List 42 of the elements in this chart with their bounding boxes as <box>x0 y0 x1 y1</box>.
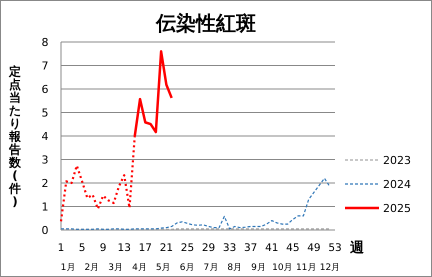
text: 4月 <box>132 263 147 273</box>
x-tick-label: 21 <box>160 242 174 254</box>
y-tick-label: 6 <box>42 83 48 96</box>
y-tick-label: 1 <box>42 200 48 214</box>
text: 6月 <box>180 263 194 273</box>
x-tick-label: 37 <box>244 242 258 254</box>
x-tick-label: 9 <box>100 242 106 254</box>
chart-title: 伝染性紅斑 <box>155 11 256 35</box>
y-tick-label: 5 <box>42 106 48 120</box>
y-tick-label: 3 <box>42 154 48 166</box>
y-tick-label: 2 <box>42 177 48 190</box>
text: 11月 <box>296 263 316 273</box>
legend-label: 2024 <box>383 178 411 191</box>
y-tick-label: 7 <box>42 60 48 72</box>
y-tick-label: 8 <box>42 36 48 49</box>
x-tick-label: 13 <box>118 242 131 254</box>
text: 1月 <box>60 263 76 273</box>
text: 7月 <box>204 263 218 273</box>
x-tick-label: 1 <box>58 242 64 254</box>
x-tick-label: 53 <box>328 242 342 254</box>
legend-label: 2025 <box>383 202 411 215</box>
x-tick-label: 45 <box>286 242 300 254</box>
line-series <box>60 178 330 230</box>
legend-label: 2023 <box>383 154 411 167</box>
text: 10月 <box>272 263 293 273</box>
x-tick-label: 41 <box>265 242 278 254</box>
x-tick-label: 25 <box>180 242 194 254</box>
x-tick-label: 17 <box>138 242 152 254</box>
text: 5月 <box>156 263 171 273</box>
x-tick-label: 5 <box>78 242 86 254</box>
x-tick-label: 49 <box>307 242 321 254</box>
y-tick-label: 4 <box>42 130 48 143</box>
x-tick-label: 33 <box>222 242 236 254</box>
text: 12月 <box>320 263 340 273</box>
text: 定点当たり報告数(件) <box>9 64 21 208</box>
x-tick-label: 29 <box>202 242 216 254</box>
x-axis-title: 週 <box>349 240 365 256</box>
text: 2月 <box>84 263 100 273</box>
text: 9月 <box>251 263 266 273</box>
text: 3月 <box>108 263 124 273</box>
text: 8月 <box>227 263 242 273</box>
y-tick-label: 0 <box>42 224 48 237</box>
